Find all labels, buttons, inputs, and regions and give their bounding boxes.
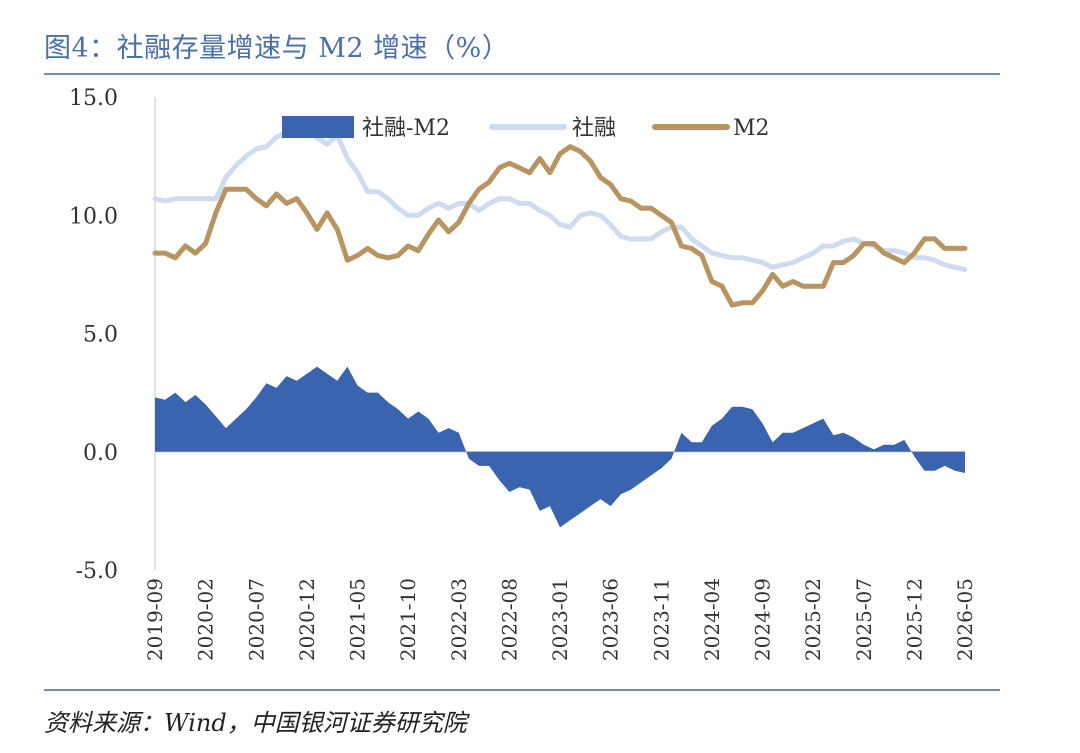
legend: 社融-M2 社融 M2 xyxy=(282,116,770,141)
x-tick-label: 2020-12 xyxy=(295,578,319,661)
series-line-m2 xyxy=(152,144,968,308)
x-tick-label: 2023-06 xyxy=(599,578,623,661)
legend-swatch-sf-minus-m2 xyxy=(282,116,354,138)
x-tick-label: 2025-07 xyxy=(852,578,876,661)
x-tick-label: 2020-07 xyxy=(244,578,268,661)
chart-title: 图4：社融存量增速与 M2 增速（%） xyxy=(44,33,510,64)
x-tick-label: 2024-04 xyxy=(700,578,724,661)
title-rule xyxy=(44,73,1000,75)
legend-label-sf-minus-m2: 社融-M2 xyxy=(362,116,450,141)
x-tick-label: 2023-11 xyxy=(649,578,673,661)
legend-label-m2: M2 xyxy=(733,116,770,141)
x-tick-label: 2022-08 xyxy=(497,578,521,661)
x-tick-label: 2023-01 xyxy=(548,578,572,661)
y-tick-label: -5.0 xyxy=(76,559,118,584)
source-note: 资料来源：Wind，中国银河证券研究院 xyxy=(44,709,467,737)
series-layer xyxy=(152,127,968,528)
y-tick-label: 0.0 xyxy=(83,441,118,466)
x-tick-label: 2021-05 xyxy=(346,578,370,661)
x-tick-label: 2025-02 xyxy=(801,578,825,661)
x-tick-label: 2019-09 xyxy=(143,578,167,661)
series-area-sf-minus-m2 xyxy=(155,366,965,528)
x-tick-label: 2020-02 xyxy=(194,578,218,661)
x-tick-label: 2025-12 xyxy=(902,578,926,661)
chart-canvas: 15.0 10.0 5.0 0.0 -5.0 2019-09 2020-02 2020-07… xyxy=(69,86,977,661)
x-tick-label: 2022-03 xyxy=(447,578,471,661)
source-rule xyxy=(44,689,1000,691)
y-tick-label: 10.0 xyxy=(69,204,118,229)
y-tick-label: 15.0 xyxy=(69,86,118,111)
x-tick-label: 2024-09 xyxy=(751,578,775,661)
legend-label-sf: 社融 xyxy=(572,116,616,141)
y-axis: 15.0 10.0 5.0 0.0 -5.0 xyxy=(69,86,156,584)
x-tick-label: 2021-10 xyxy=(396,578,420,661)
x-tick-label: 2026-05 xyxy=(953,578,977,661)
y-tick-label: 5.0 xyxy=(83,323,118,348)
